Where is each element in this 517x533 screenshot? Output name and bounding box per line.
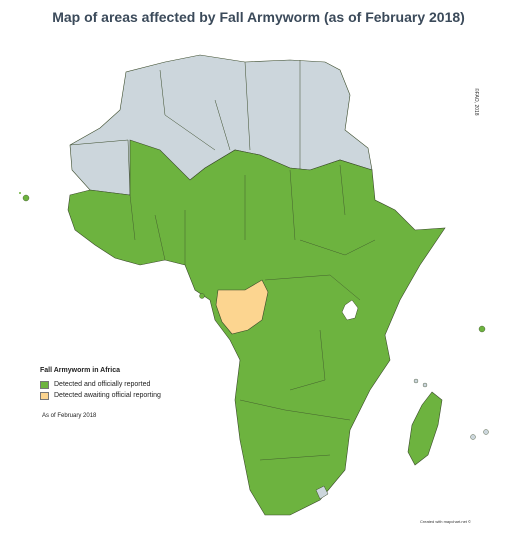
- mauritius-island: [483, 429, 489, 435]
- sao-tome-island: [199, 293, 205, 299]
- map-title: Map of areas affected by Fall Armyworm (…: [52, 9, 465, 25]
- region-awaiting: [215, 279, 269, 335]
- legend-heading: Fall Armyworm in Africa: [40, 367, 121, 374]
- madagascar: [407, 391, 443, 466]
- north-africa-borders: [69, 60, 301, 196]
- map-legend: Fall Armyworm in Africa Detected and off…: [40, 367, 161, 401]
- lake-victoria: [341, 299, 359, 321]
- legend-swatch-awaiting: [40, 391, 49, 400]
- cape-verde-island-small: [19, 192, 21, 194]
- as-of-date: As of February 2018: [42, 413, 97, 419]
- seychelles-island: [478, 325, 486, 333]
- comoros-island-1: [413, 378, 419, 384]
- region-affected: [67, 139, 446, 516]
- legend-item-awaiting: Detected awaiting official reporting: [40, 390, 161, 401]
- cape-verde-island: [22, 194, 30, 202]
- lesotho: [315, 485, 329, 500]
- copyright-text: ©FAO, 2018: [473, 88, 479, 116]
- affected-borders: [129, 164, 376, 461]
- legend-label-affected: Detected and officially reported: [54, 381, 151, 388]
- credit-text: Created with mapchart.net ©: [420, 519, 471, 524]
- comoros-island-2: [422, 382, 428, 388]
- legend-label-awaiting: Detected awaiting official reporting: [54, 392, 161, 399]
- legend-swatch-affected: [40, 380, 49, 389]
- reunion-island: [470, 434, 476, 440]
- legend-item-affected: Detected and officially reported: [40, 379, 161, 390]
